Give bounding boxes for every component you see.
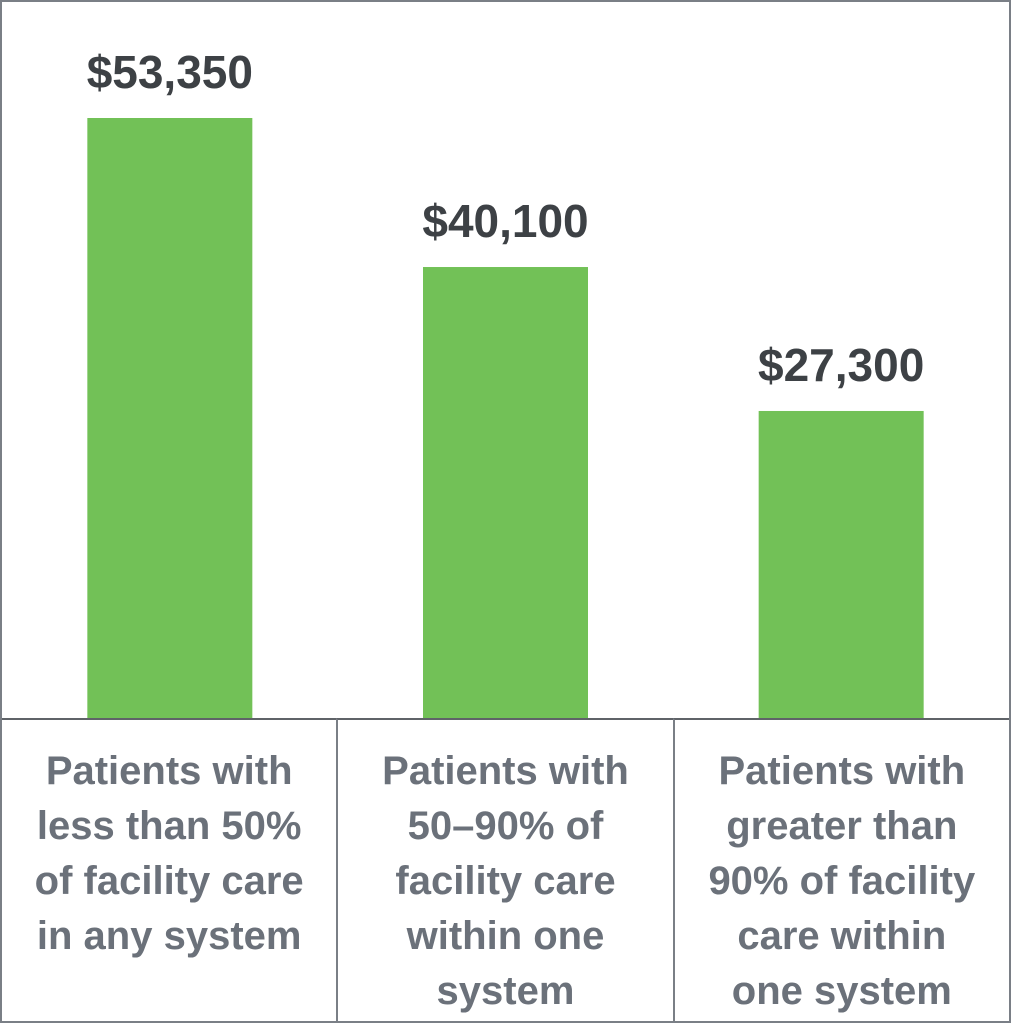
category-cell-2: Patients with 50–90% of facility care wi… [336, 718, 673, 1021]
category-label-1: Patients with less than 50% of facility … [34, 749, 304, 958]
value-label-3: $27,300 [758, 339, 924, 391]
bar-2 [423, 267, 588, 718]
category-cell-3: Patients with greater than 90% of facili… [672, 718, 1009, 1021]
bar-1 [87, 118, 253, 718]
category-axis: Patients with less than 50% of facility … [2, 718, 1009, 1021]
value-label-2: $40,100 [422, 195, 588, 247]
category-label-3: Patients with greater than 90% of facili… [708, 749, 976, 1013]
bar-3 [758, 410, 924, 718]
category-label-2: Patients with 50–90% of facility care wi… [382, 749, 629, 1013]
category-cell-1: Patients with less than 50% of facility … [2, 718, 337, 1021]
value-label-1: $53,350 [87, 46, 253, 98]
bar-chart-plot: $53,350 $40,100 $27,300 [87, 46, 924, 718]
